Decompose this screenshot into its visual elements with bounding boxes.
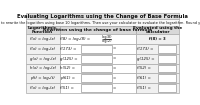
Bar — [81, 74, 112, 82]
Bar — [136, 83, 179, 93]
Text: Rewritten using the change of base formula: Rewritten using the change of base formu… — [43, 28, 152, 32]
Text: p(t) = log₉(t): p(t) = log₉(t) — [30, 76, 55, 80]
Text: g(x) = log₇(x): g(x) = log₇(x) — [30, 57, 56, 61]
Text: f(51) =: f(51) = — [60, 86, 74, 90]
Text: f(51) =: f(51) = — [137, 86, 151, 90]
Text: =: = — [112, 86, 116, 90]
Text: f(x) = log₃(x): f(x) = log₃(x) — [30, 47, 55, 51]
Bar — [26, 26, 60, 34]
Bar — [136, 26, 179, 34]
Text: log(8): log(8) — [102, 35, 112, 39]
Bar — [26, 19, 179, 26]
Bar — [26, 64, 60, 73]
Bar — [60, 34, 136, 44]
Bar — [60, 64, 136, 73]
Text: =: = — [112, 76, 116, 80]
Bar — [81, 64, 112, 72]
Bar — [60, 26, 136, 34]
Text: f(173) =: f(173) = — [60, 47, 77, 51]
Text: h(x) = log₅(x): h(x) = log₅(x) — [30, 66, 56, 70]
Bar — [158, 45, 176, 53]
Bar — [136, 73, 179, 83]
Text: f(x) = log₂(x): f(x) = log₂(x) — [30, 37, 55, 41]
Bar — [81, 45, 112, 53]
Text: =: = — [112, 57, 116, 61]
Text: Use the change of base formula to rewrite the logarithm using base 10 logarithms: Use the change of base formula to rewrit… — [0, 20, 200, 24]
Bar — [26, 13, 179, 19]
Text: Logarithmic
Function: Logarithmic Function — [28, 26, 57, 34]
Text: f(8) = log₂(8) =: f(8) = log₂(8) = — [60, 37, 90, 41]
Text: f(173) =: f(173) = — [137, 47, 153, 51]
Text: Evaluated using the
calculator: Evaluated using the calculator — [133, 26, 182, 34]
Bar — [136, 54, 179, 64]
Text: =: = — [112, 66, 116, 70]
Bar — [136, 44, 179, 54]
Bar — [26, 54, 60, 64]
Bar — [158, 84, 176, 92]
Bar — [136, 64, 179, 73]
Text: g(125) =: g(125) = — [60, 57, 78, 61]
Bar — [26, 83, 60, 93]
Bar — [26, 34, 60, 44]
Bar — [136, 34, 179, 44]
Bar — [60, 83, 136, 93]
Text: f(61) =: f(61) = — [137, 76, 151, 80]
Text: f(x) = log₆(x): f(x) = log₆(x) — [30, 86, 55, 90]
Text: log(2): log(2) — [102, 39, 112, 43]
Bar — [158, 55, 176, 63]
Text: f(8) = 3: f(8) = 3 — [149, 37, 166, 41]
Bar — [60, 54, 136, 64]
Text: =: = — [112, 47, 116, 51]
Text: g(125) =: g(125) = — [137, 57, 154, 61]
Text: p(61) =: p(61) = — [60, 76, 75, 80]
Text: Evaluating Logarithms using the Change of Base Formula: Evaluating Logarithms using the Change o… — [17, 14, 188, 19]
Bar — [158, 74, 176, 82]
Bar — [81, 55, 112, 63]
Bar — [26, 44, 60, 54]
Bar — [60, 44, 136, 54]
Bar — [60, 73, 136, 83]
Bar — [81, 84, 112, 92]
Text: h(52) =: h(52) = — [60, 66, 75, 70]
Text: f(52) =: f(52) = — [137, 66, 151, 70]
Bar — [26, 73, 60, 83]
Bar — [158, 64, 176, 72]
